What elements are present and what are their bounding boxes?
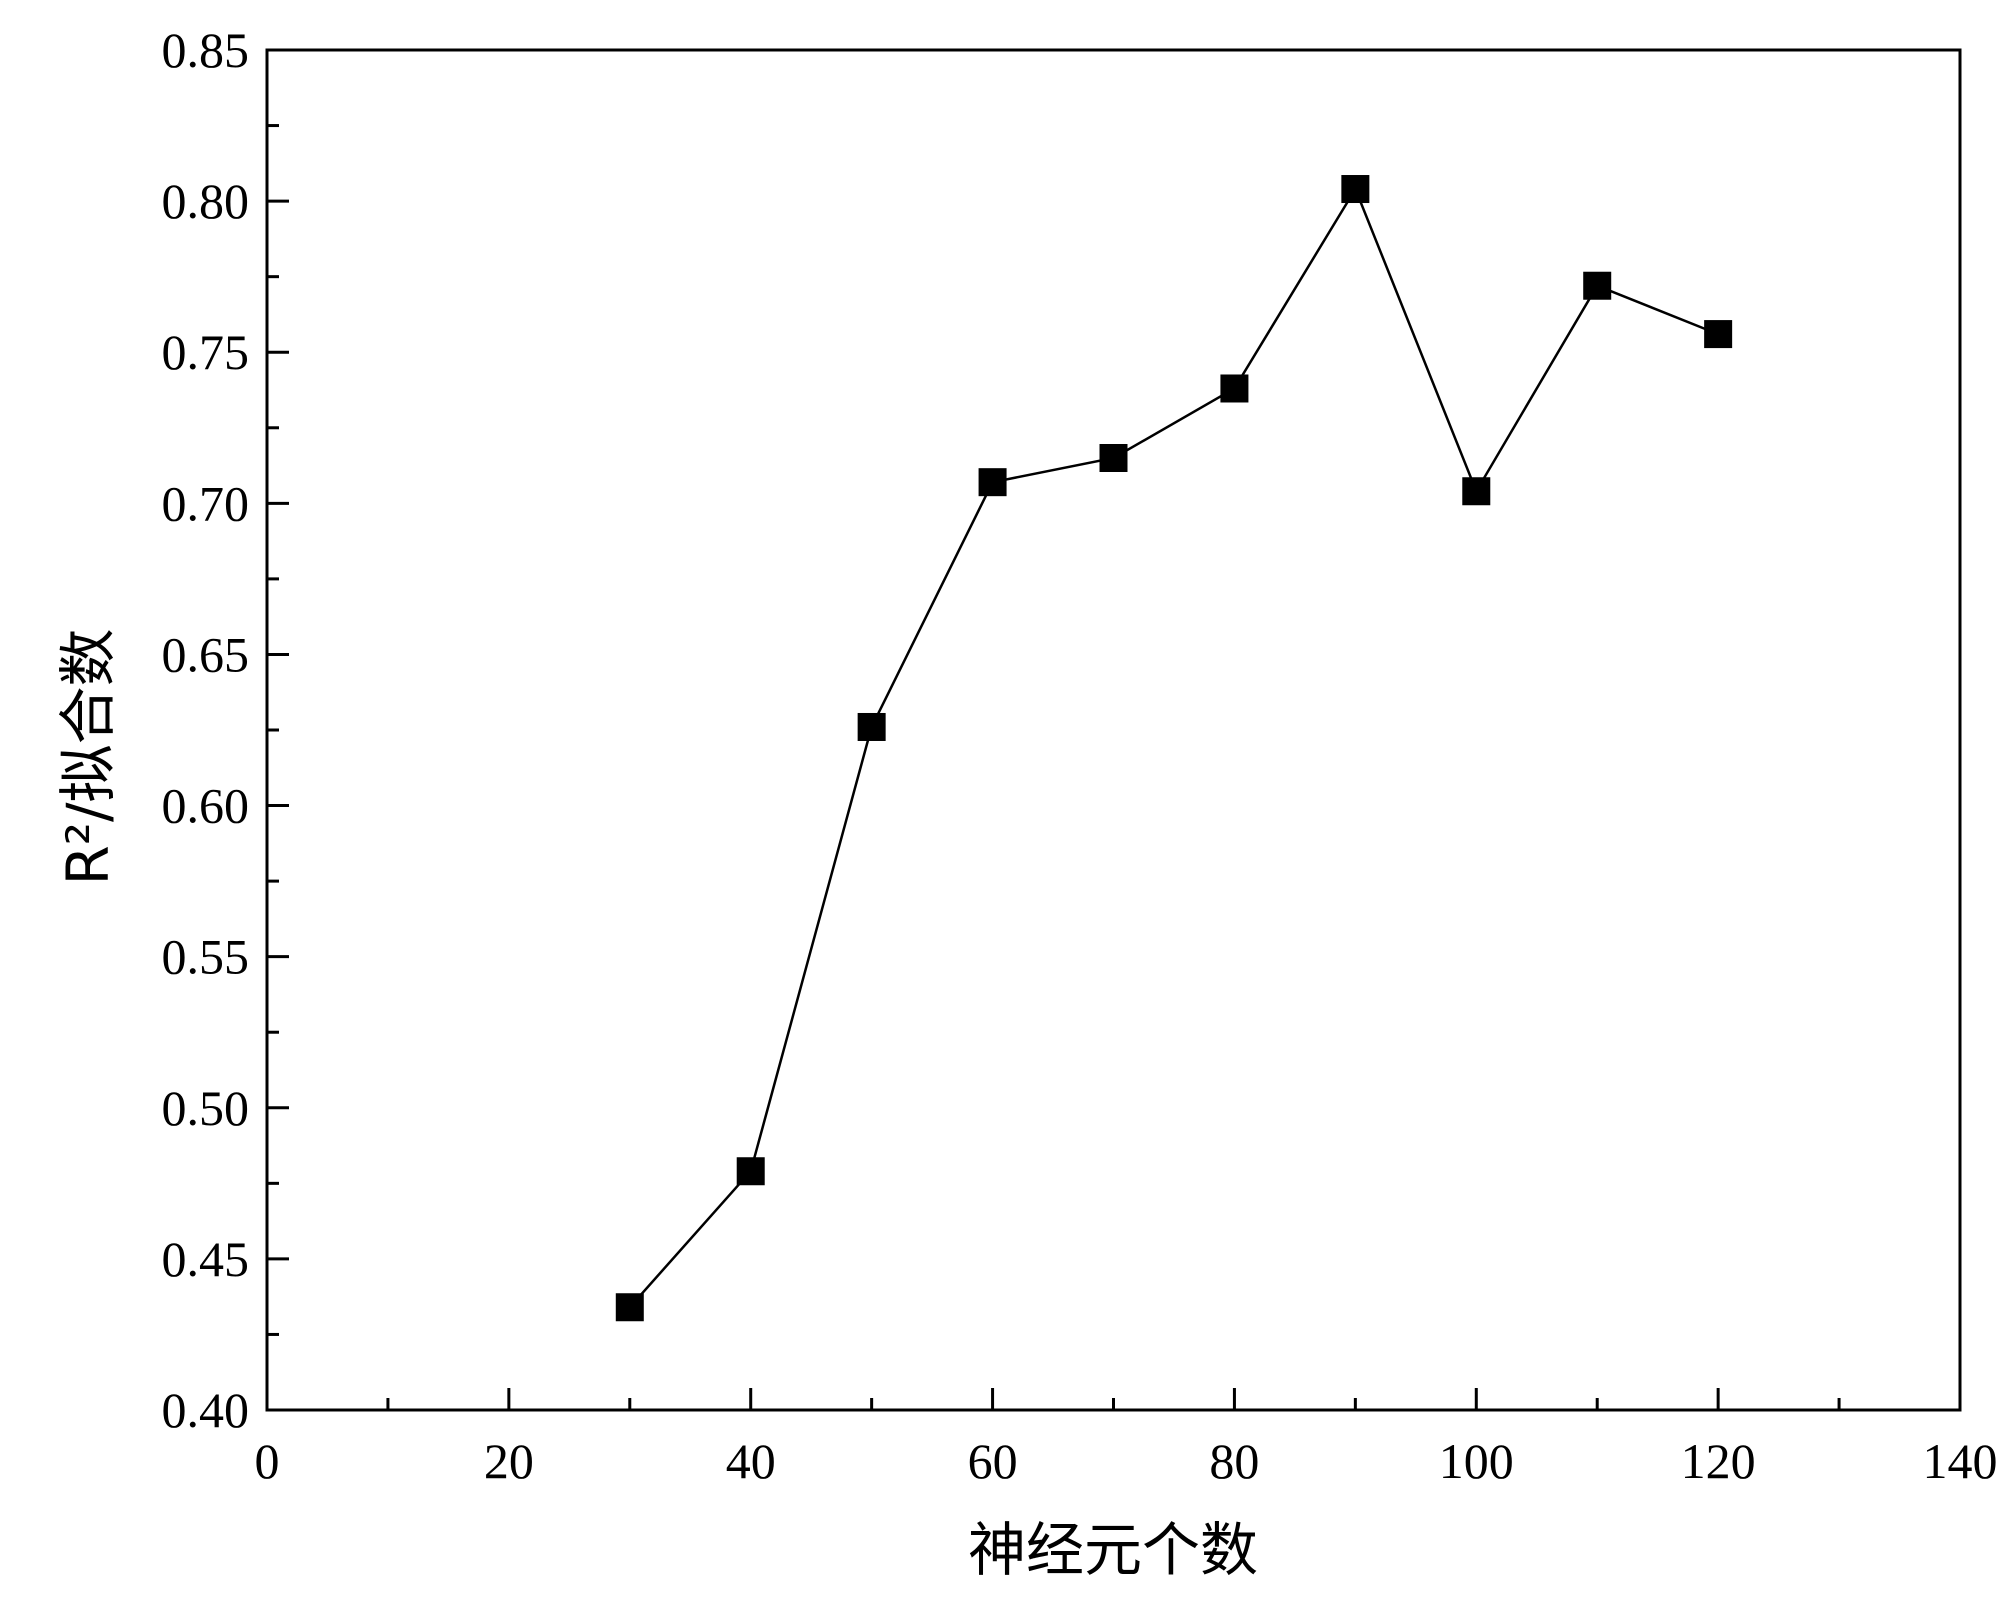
x-tick-label: 120 [1681,1433,1756,1489]
data-point-marker [978,468,1007,497]
y-axis-title: R²/拟合数 [54,628,122,885]
series-layer [615,175,1733,1322]
x-tick-label: 80 [1209,1433,1259,1489]
data-point-marker [1220,374,1249,403]
x-tick-label: 0 [255,1433,280,1489]
y-tick-label: 0.40 [162,1382,250,1438]
plot-area-border [265,48,1962,1412]
x-tick-label: 40 [726,1433,776,1489]
data-point-marker [615,1293,644,1322]
data-point-marker [1583,271,1612,300]
y-tick-label: 0.65 [162,626,250,682]
y-tick-label: 0.55 [162,929,250,985]
y-tick-label: 0.50 [162,1080,250,1136]
y-axis-ticks: 0.40 0.45 0.50 0.55 0.60 0.65 0.70 0.75 0.80 0.85 [162,22,289,1438]
x-tick-label: 60 [968,1433,1018,1489]
data-point-marker [1462,477,1491,506]
x-tick-label: 20 [484,1433,534,1489]
y-tick-label: 0.85 [162,22,250,78]
x-tick-label: 100 [1439,1433,1514,1489]
y-tick-label: 0.80 [162,173,250,229]
plot-frame [265,48,1962,1412]
y-tick-label: 0.70 [162,475,250,531]
data-point-marker [1099,444,1128,472]
data-point-marker [1704,320,1733,349]
x-axis-ticks: 0 20 40 60 80 100 120 140 [255,1388,1998,1489]
data-point-marker [1341,175,1370,204]
data-point-marker [857,712,886,741]
x-tick-label: 140 [1923,1433,1998,1489]
y-tick-label: 0.75 [162,324,250,380]
series-line [628,186,1719,1309]
y-tick-label: 0.45 [162,1231,250,1287]
y-tick-label: 0.60 [162,778,250,834]
x-axis-title: 神经元个数 [968,1516,1258,1584]
data-point-marker [736,1157,765,1186]
